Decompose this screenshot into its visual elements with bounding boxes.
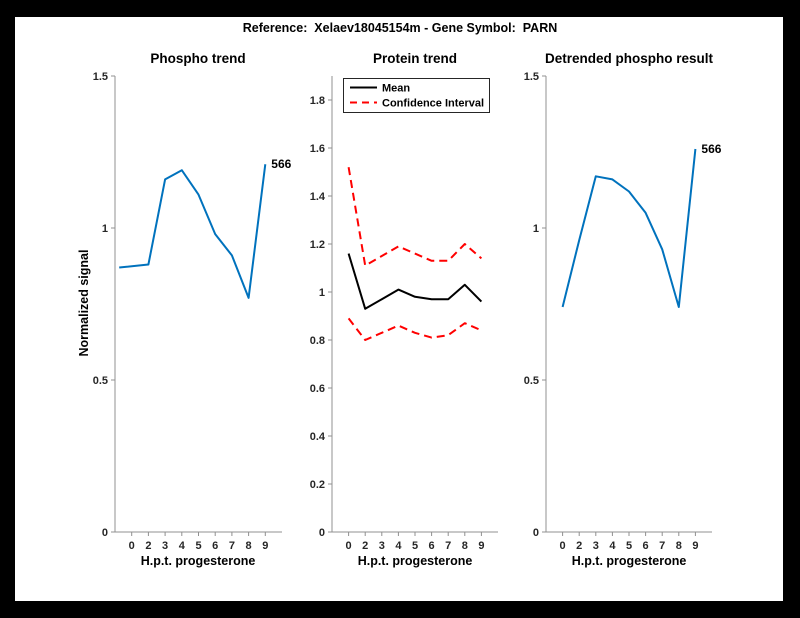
subplot-3: 0 2 3 4 5 6 7 8 900.511.5 [524,71,712,552]
legend-label: Mean [382,83,410,95]
figure-canvas [15,17,783,601]
series-detrended-phospho-signal-line [561,148,697,308]
x-axis-label-3: H.p.t. progesterone [571,554,687,568]
x-tick-label: 6 [212,540,218,552]
x-tick-label: 7 [229,540,235,552]
x-tick-label: 3 [593,540,599,552]
x-tick-label: 3 [379,540,385,552]
subplot-2: 0 2 3 4 5 6 7 8 900.20.40.60.811.21.41.61.8MeanC… [310,76,498,552]
x-tick-label: 4 [179,540,186,552]
x-tick-label: 7 [445,540,451,552]
x-tick-label: 5 [195,540,201,552]
y-tick-label: 1 [533,223,539,235]
series-ci-upper-line [347,167,483,267]
x-tick-label: 9 [262,540,268,552]
subplot-title-phospho-trend: Phospho trend [150,51,246,66]
x-tick-label: 2 [145,540,151,552]
endpoint-label-566-right: 566 [701,141,722,156]
x-tick-label: 2 [576,540,582,552]
x-tick-label: 4 [609,540,616,552]
series-phospho-signal-line [119,164,267,299]
endpoint-label-566-left: 566 [271,157,292,172]
x-tick-label: 4 [395,540,402,552]
figure-title: Reference: Xelaev18045154m - Gene Symbol… [242,21,558,35]
y-tick-label: 0 [533,527,539,539]
subplot-title-protein-trend: Protein trend [372,51,458,66]
subplot-1: 0 2 3 4 5 6 7 8 900.511.5 [93,71,282,552]
y-tick-label: 1.4 [310,191,326,203]
x-tick-label: 0 [560,540,566,552]
y-tick-label: 0.5 [524,375,539,387]
y-tick-label: 0.4 [310,431,326,443]
y-tick-label: 0 [102,527,108,539]
x-tick-label: 6 [429,540,435,552]
x-tick-label: 0 [129,540,135,552]
y-tick-label: 0 [319,527,325,539]
legend: Mean Confidence Interval [343,78,490,113]
x-tick-label: 6 [643,540,649,552]
y-tick-label: 1 [319,287,325,299]
series-mean-line [347,253,483,310]
series-ci-lower-line [347,317,482,341]
y-tick-label: 1.6 [310,143,325,155]
legend-box [343,78,490,113]
x-tick-label: 2 [362,540,368,552]
y-tick-label: 1.8 [310,95,325,107]
y-tick-label: 1.5 [524,71,539,83]
y-tick-label: 0.8 [310,335,325,347]
y-tick-label: 1.5 [93,71,108,83]
y-tick-label: 0.5 [93,375,108,387]
x-tick-label: 7 [659,540,665,552]
y-tick-label: 0.6 [310,383,325,395]
y-tick-label: 0.2 [310,479,325,491]
x-tick-label: 5 [626,540,632,552]
y-tick-label: 1 [102,223,108,235]
y-axis-label: Normalized signal [77,249,91,357]
subplot-title-detrended-phospho: Detrended phospho result [544,51,714,66]
x-tick-label: 0 [346,540,352,552]
x-tick-label: 9 [692,540,698,552]
x-axis-label-2: H.p.t. progesterone [357,554,473,568]
x-tick-label: 8 [462,540,468,552]
x-tick-label: 3 [162,540,168,552]
x-axis-label-1: H.p.t. progesterone [140,554,256,568]
x-tick-label: 5 [412,540,418,552]
legend-label: Confidence Interval [382,98,484,110]
x-tick-label: 9 [478,540,484,552]
x-tick-label: 8 [246,540,252,552]
x-tick-label: 8 [676,540,682,552]
y-tick-label: 1.2 [310,239,325,251]
